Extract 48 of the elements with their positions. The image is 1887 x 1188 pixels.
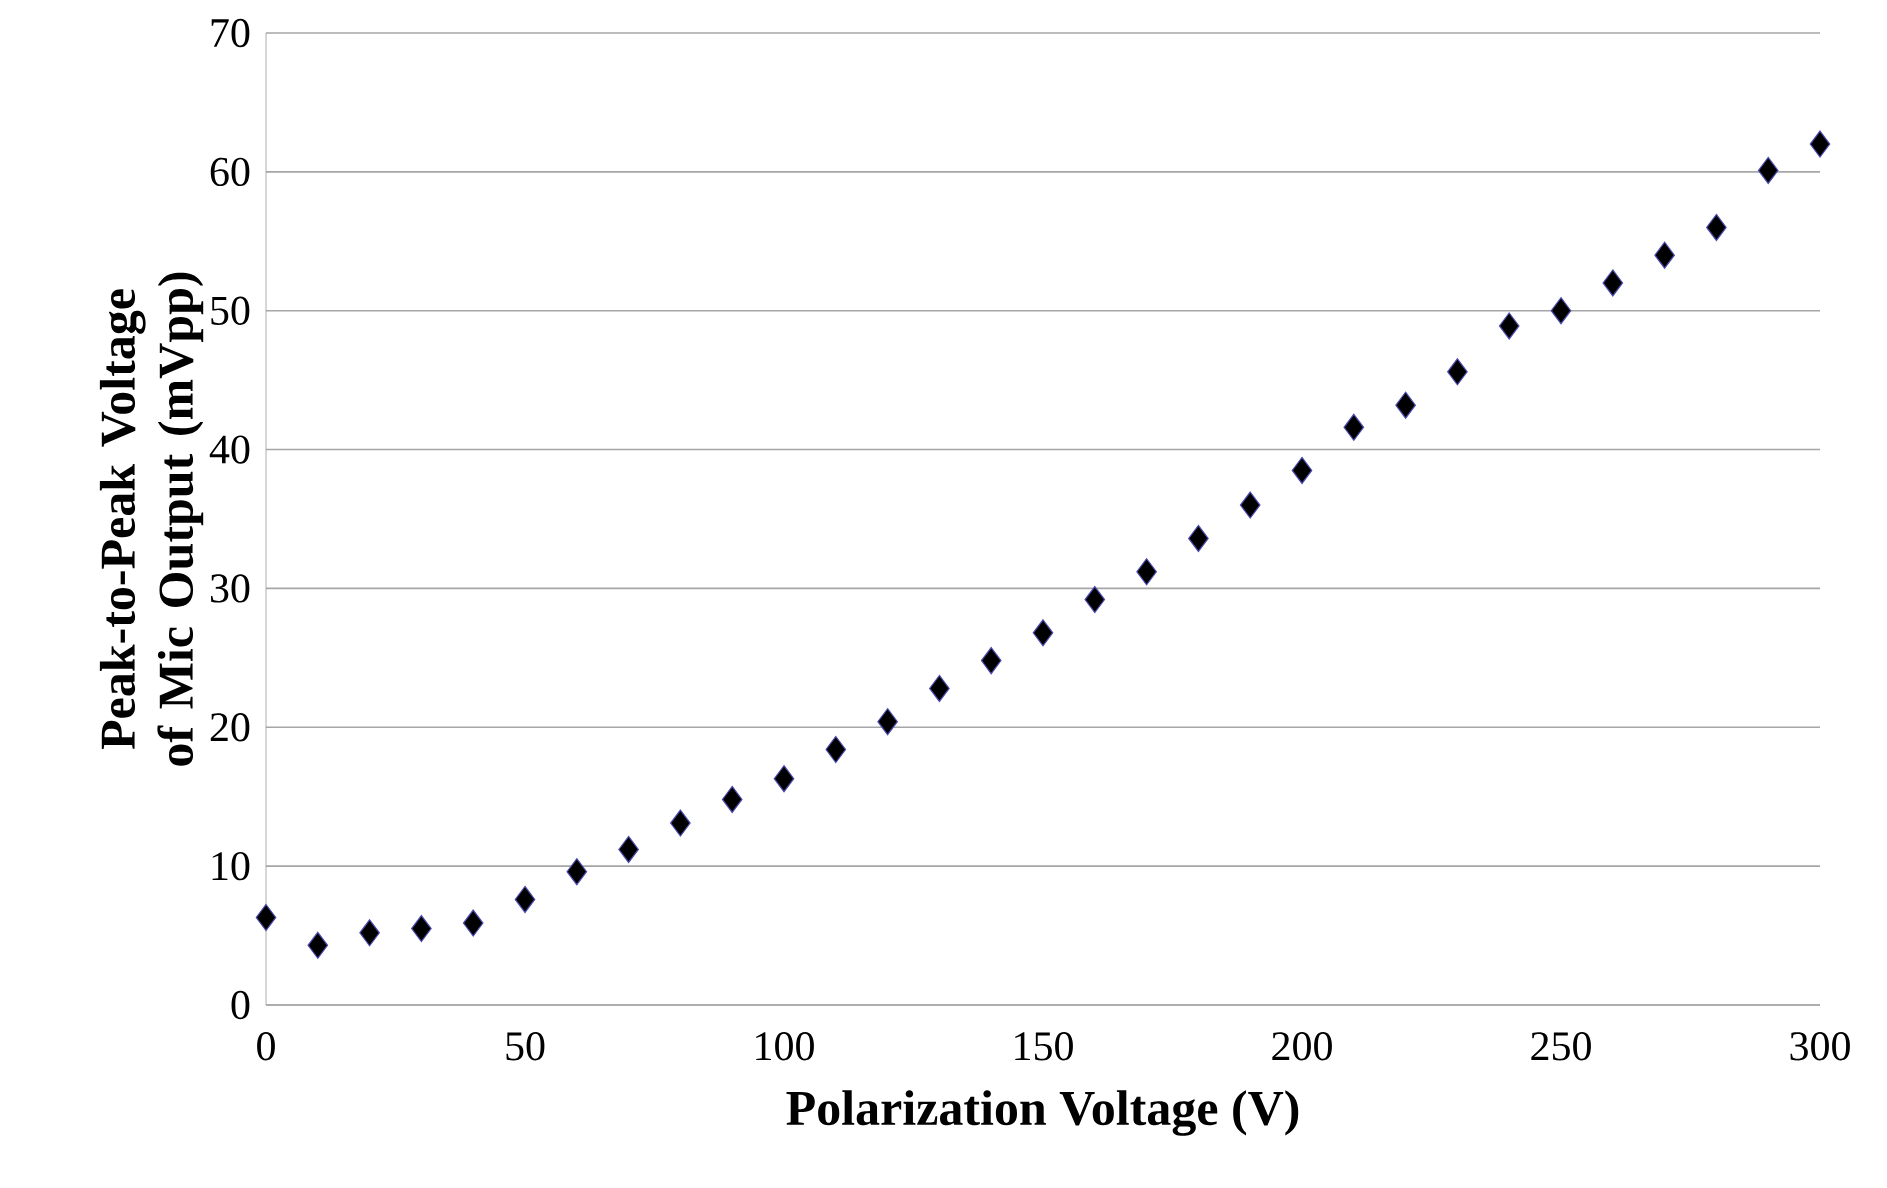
point [1550,297,1572,325]
point [514,885,536,914]
point [618,835,639,864]
x-tick-label: 250 [1531,1032,1591,1061]
point [1757,156,1779,185]
point [1032,619,1054,647]
point [1447,358,1468,386]
point [1136,558,1157,586]
x-tick-label: 150 [1015,1032,1073,1061]
point [1239,491,1261,519]
x-tick-label: 0 [257,1032,275,1061]
y-tick-label: 40 [209,435,250,464]
point [1395,391,1416,419]
x-axis-title: Polarization Voltage (V) [786,1090,1299,1136]
point [255,903,277,932]
point [825,735,847,764]
point [1188,524,1209,553]
y-tick-label: 50 [211,296,250,325]
point [566,858,588,886]
point [773,765,795,793]
point [980,647,1002,675]
point [670,809,691,837]
point [1654,241,1675,269]
x-tick-label: 50 [506,1032,545,1061]
point [307,931,329,959]
point [411,915,432,943]
point [1343,413,1365,441]
point [721,785,743,814]
y-tick-label: 10 [212,851,250,881]
point [462,909,484,937]
x-tick-label: 200 [1272,1032,1332,1061]
point [1706,213,1727,241]
y-tick-label: 0 [231,990,250,1020]
y-tick-label: 20 [210,713,250,742]
y-tick-label: 30 [210,574,250,603]
point [359,919,380,947]
point [1809,130,1831,158]
point [1602,269,1624,297]
y-tick-label: 70 [211,18,250,48]
point [1084,585,1106,614]
x-tick-label: 300 [1790,1032,1850,1061]
x-tick-label: 100 [756,1032,814,1061]
point [1498,312,1520,340]
y-axis-title: Peak-to-Peak Voltage of Mic Output (mVpp) [99,272,204,766]
point [929,674,950,702]
point [877,708,898,736]
y-tick-label: 60 [210,157,250,187]
point [1291,456,1313,484]
